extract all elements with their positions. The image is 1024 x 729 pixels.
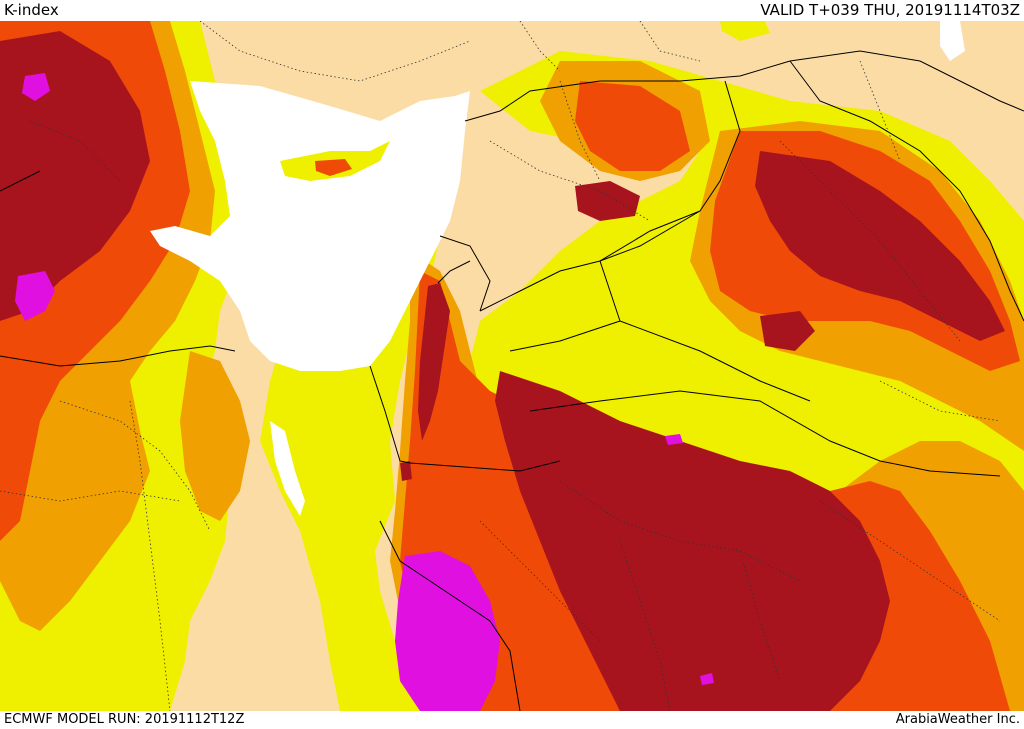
water-bodies — [150, 21, 965, 516]
footer-bar: ECMWF MODEL RUN: 20191112T12Z ArabiaWeat… — [0, 711, 1024, 729]
k-index-map — [0, 21, 1024, 711]
header-bar: K-index VALID T+039 THU, 20191114T03Z — [0, 0, 1024, 21]
provincial-boundaries — [0, 21, 1001, 711]
model-run-label: ECMWF MODEL RUN: 20191112T12Z — [4, 712, 245, 727]
valid-time-label: VALID T+039 THU, 20191114T03Z — [760, 1, 1020, 19]
map-canvas — [0, 21, 1024, 711]
k-index-dark-red-band — [0, 31, 1005, 711]
islands-inner — [315, 159, 352, 176]
k-index-magenta-band — [15, 73, 714, 711]
credit-label: ArabiaWeather Inc. — [895, 712, 1020, 727]
country-borders — [0, 50, 1024, 711]
map-title: K-index — [4, 1, 59, 19]
